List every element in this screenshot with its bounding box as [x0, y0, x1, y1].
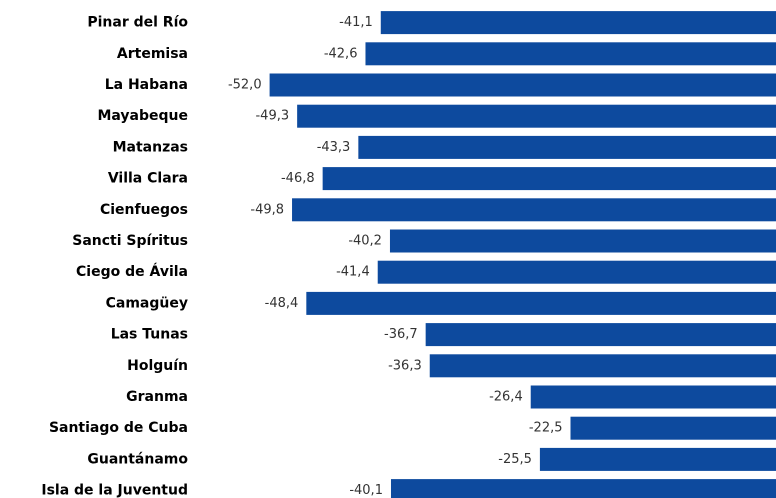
value-label: -46,8 — [281, 171, 315, 186]
bar — [297, 104, 776, 128]
value-label: -26,4 — [489, 390, 523, 405]
value-label: -43,3 — [317, 140, 351, 155]
category-label: Holguín — [127, 358, 188, 374]
bar — [425, 323, 776, 347]
category-label: La Habana — [105, 77, 188, 93]
category-label: Villa Clara — [108, 171, 188, 187]
value-label: -52,0 — [228, 78, 262, 93]
value-label: -36,7 — [384, 327, 418, 342]
value-label: -25,5 — [498, 452, 532, 467]
category-label: Sancti Spíritus — [72, 233, 188, 249]
bar — [365, 42, 776, 66]
value-label: -36,3 — [388, 358, 422, 373]
value-label: -49,8 — [250, 202, 284, 217]
bar — [306, 291, 776, 315]
bar — [389, 229, 776, 253]
bar — [380, 11, 776, 35]
value-label: -40,2 — [348, 234, 382, 249]
category-label: Isla de la Juventud — [41, 483, 188, 498]
value-label: -49,3 — [255, 109, 289, 124]
value-label: -42,6 — [324, 46, 358, 61]
category-label: Santiago de Cuba — [49, 420, 188, 436]
bar — [570, 416, 776, 440]
category-label: Artemisa — [117, 46, 188, 62]
bar — [539, 447, 776, 471]
category-label: Granma — [126, 389, 188, 405]
category-label: Pinar del Río — [87, 15, 188, 31]
bar — [390, 479, 776, 498]
category-label: Camagüey — [106, 295, 188, 311]
bar — [292, 198, 776, 222]
value-label: -48,4 — [265, 296, 299, 311]
category-label: Ciego de Ávila — [76, 263, 188, 280]
value-label: -41,1 — [339, 15, 373, 30]
bar — [322, 167, 776, 191]
category-label: Cienfuegos — [100, 202, 188, 218]
category-label: Guantánamo — [87, 451, 188, 467]
value-label: -40,1 — [349, 483, 383, 498]
category-label: Mayabeque — [97, 108, 188, 124]
value-label: -41,4 — [336, 265, 370, 280]
category-label: Las Tunas — [111, 327, 188, 343]
value-label: -22,5 — [529, 421, 563, 436]
bar — [377, 260, 776, 284]
bar — [530, 385, 776, 409]
category-label: Matanzas — [113, 139, 188, 155]
bar — [269, 73, 776, 97]
bar — [429, 354, 776, 378]
bar — [358, 135, 776, 159]
